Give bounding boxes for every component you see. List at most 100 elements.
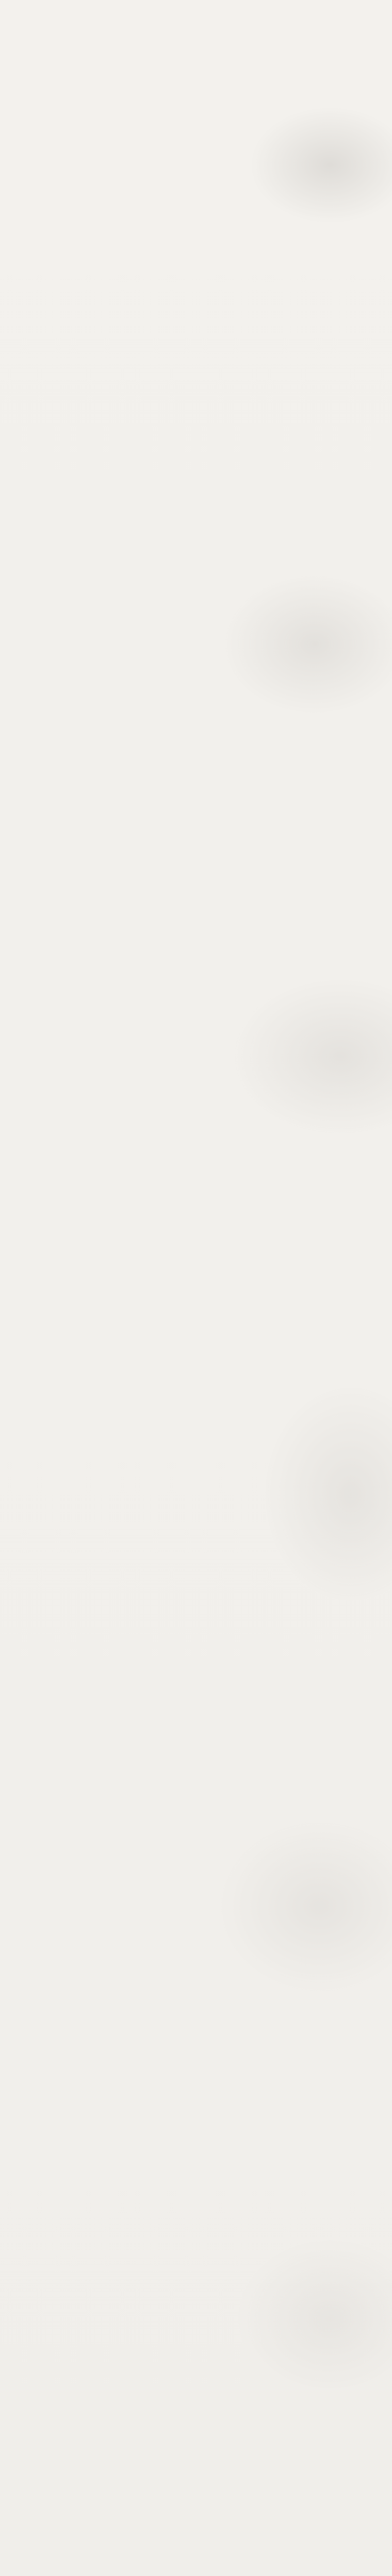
entry-line: Kennedy, Latham and Dryden, Railway	[13, 1913, 384, 1930]
entry-line: Koch, jun., J. C., Exhibiting, 227	[13, 2413, 260, 2431]
entry-line: Jasper and Boushey, Cutting Sugar, 432	[13, 12, 321, 29]
entry-line: 318	[33, 1306, 62, 1324]
entry-line: Kirk and Hunt, Screw Propellers, 33	[13, 2189, 296, 2207]
entry-line: Johnson, J. H., Drying Tea, 433	[13, 512, 251, 530]
entry-line: 210	[33, 1654, 62, 1672]
entry-line: Jones, F. W., Fastenings for Neckties, 8…	[13, 1341, 324, 1359]
entry-line: Johnson, J. H., Grinding Tools, 411	[13, 650, 280, 668]
entry-line: Kelly, S. J. J., Ornamenting Wood, 70	[13, 1775, 293, 1792]
entry-line: Jeffrey, A. C., Refrigerating, 121	[13, 63, 263, 81]
index-entry: Kelly, S. J. J., Ornamenting Wood, 70	[13, 1775, 384, 1793]
entry-line: Johnson, J. H., Rolling Metals, 357	[13, 926, 279, 944]
index-entry: Justice, P. S., Treating Ores, 15	[13, 1583, 384, 1601]
entry-line: Johnson, J. H., Ice, 265	[13, 719, 190, 737]
entry-line: Jubber, H., Raising Sunken Vessels, 104	[13, 1531, 322, 1548]
entry-line: Johnson, J. H., Screw Threads, 50	[13, 995, 273, 1013]
index-entry: Johnson, J. H., Blocks, 431	[13, 392, 384, 410]
index-entry: Johnson, J. H., Safety Apparatus for Door…	[13, 961, 384, 996]
entry-line: Joslin, G., Gas Meters, 358	[13, 1479, 220, 1497]
entry-line: Jensen, P., Ornamenting Blinds, 300	[13, 184, 291, 202]
entry-line: Carriage Lamps, 282	[33, 1930, 196, 1948]
index-entry: Koch, P. P. E. M., Preserving Food, 191	[13, 2431, 384, 2449]
entry-line: Johnson, J. H., Pliers, 87	[13, 840, 201, 858]
entry-line: Justice, P. S., Treating Ores, 15	[13, 1582, 254, 1600]
entry-line: Johnson, J., Attachments for Blinds, 357	[13, 374, 322, 392]
entry-line: Jenkins, J., Cleaning Tin and Terne	[13, 81, 384, 98]
entry-line: Doors, &c., 469	[33, 978, 154, 996]
entry-line: Joyce, J., Packing and Compressing, 192	[13, 1513, 324, 1531]
entry-line: Kóedt, C. L. M., Springs for Wearing	[13, 2448, 384, 2466]
index-entry: Jones, J., Forging, 266	[13, 1376, 384, 1394]
index-entry: Kent, J., Traps for Drains, 122	[13, 1947, 384, 1965]
entry-line: Apparel, 412	[33, 581, 133, 599]
index-entry: Johnson, J. H., Photography, 121	[13, 823, 384, 841]
index-entry: Johnson, J. H., Crimping, 433	[13, 478, 384, 496]
entry-line: Johnson, J. H., Blocks, 431	[13, 392, 218, 409]
index-entry: Jolly and Hargreaves, Boots and Shoes, 31…	[13, 1289, 384, 1324]
index-entry: Kenworthy, E. N., Washing and Churning, 8…	[13, 1982, 384, 2017]
right-column-rule	[386, 30, 388, 2576]
index-entry: Kirkman, J., Packing for Engines, 50	[13, 2241, 384, 2259]
index-entry: Kino, G. A., Braces, 282	[13, 2155, 384, 2173]
entry-line: Johnson, J. H., Breech-loading Fire-arms…	[13, 409, 384, 427]
entry-line: Jeffery, T., Sawing Wood, 468	[13, 46, 239, 64]
entry-line: Kellett, S., Carding, 339	[13, 1757, 200, 1775]
entry-line: 376	[33, 1740, 62, 1758]
index-entry: Knowles, J., Dyeing and Sizing, 86	[13, 2362, 384, 2380]
entry-line: Jensen, P., Heating and Ventilating, 123	[13, 150, 320, 167]
entry-line: Johnson, J. H., Photography, 121	[13, 823, 264, 841]
entry-line: for Dresses, 105	[33, 2534, 160, 2552]
index-entry: Jensen, P., Reaping and Mowing, 105	[13, 253, 384, 272]
index-entry: Johnson, J. H., Gymnastics, 192	[13, 668, 384, 686]
index-entry: Johnson, J. H., Extract of Coffee, 395	[13, 547, 384, 565]
index-entry: Jordan, T. B., Drilling and Boring, 339	[13, 1462, 384, 1480]
index-entry: Jensen, P., Registering Votes, 341	[13, 271, 384, 289]
entry-line: Kirkwood, W., Zinc Pipes, 396	[13, 2258, 244, 2276]
index-entry: Johnson, Staples and Barradell, Combing,…	[13, 1220, 384, 1255]
entry-line: 359	[33, 1895, 62, 1913]
index-entry: Joyce, J., Packing and Compressing, 192	[13, 1514, 384, 1532]
entry-line: Jonas, J., Breaking Tea, 396	[13, 1324, 226, 1341]
index-entry: Jasper and Boushey, Cutting Sugar, 432	[13, 12, 384, 30]
index-entry: Johnson, J., Attachments for Blinds, 357	[13, 375, 384, 393]
entry-line: 228, 265	[33, 426, 101, 444]
entry-line: Kino, G. A., Braces, 282	[13, 2155, 198, 2172]
entry-line: Knowles and Greig, Cutting Coal, 467	[13, 2344, 307, 2362]
index-entry: Johnson, J. H., Ice, 265	[13, 720, 384, 738]
entry-line: Johnson, J. H., Pumping, 265	[13, 909, 235, 927]
entry-line: Jones and Walsh, Sulphates of Soda and	[13, 1410, 384, 1428]
index-entry: Johnson, J. H., Gas, 266	[13, 616, 384, 634]
index-entry: Jopling, J., Propelling, 32	[13, 1445, 384, 1463]
entry-line: Plates, 49	[33, 98, 110, 116]
index-entry: Johnson, J. H., Drying Tea, 433	[13, 513, 384, 531]
index-entry: Kellett, Holdsworth and Levick, Flanges,…	[13, 1723, 384, 1758]
index-entry: Johnson, J. H., Grinding Tools, 411	[13, 651, 384, 669]
index-entry: Johnson, J. H., Pumping, 265	[13, 909, 384, 927]
index-entry: Knight, H. M., Wearing Apparel—Muffs and …	[13, 2276, 384, 2311]
entry-line: Johnson, J. H., Tachometers, 467	[13, 1082, 266, 1099]
entry-line: Jopling, J., Propelling, 32	[13, 1444, 206, 1462]
entry-line: Justice, P. S., Ploughs, 431	[13, 1565, 218, 1583]
index-entry: Justice, P. S., Ploughs, 431	[13, 1565, 384, 1583]
index-column: Jasper and Boushey, Cutting Sugar, 432 Je…	[13, 12, 384, 2576]
entry-line: Joel, H. F., Protecting Ships and Forts,…	[13, 340, 335, 358]
index-entry: Johnson and Robey, Filtering, 340	[13, 1168, 384, 1187]
entry-line: Johnson, J. H., Presses, 396	[13, 892, 226, 910]
index-entry: Johnson, J. H., Hydrants, 412	[13, 702, 384, 720]
entry-line: Kirkman, J., Packing for Engines, 50	[13, 2241, 293, 2259]
index-entry: Johnson, W. H., Miners’ Lamps, 411	[13, 1255, 384, 1273]
top-rule	[0, 0, 392, 5]
index-entry: Johnson, J. H., Looms for Wire Fabrics, 2…	[13, 754, 384, 789]
index-entry: Johnson, J. H., Furnaces, 340	[13, 599, 384, 617]
index-entry: Kagenbusch and Kerr, Separating Metals, 2…	[13, 1637, 384, 1672]
entry-line: Johnson, J. H., Extract of Coffee, 395	[13, 547, 299, 565]
entry-line: Jones, J., Forging, 266	[13, 1375, 184, 1393]
entry-line: Johnson, J. H., Looms for Wire Fabrics,	[13, 754, 384, 772]
index-entry: Kesson and Campbell, Attachments for Loom…	[13, 2034, 384, 2069]
index-entry: Johnson and Robey, Treating Sewage, 138	[13, 1185, 384, 1204]
index-entry: Kóedt, C. L. M., Springs for Wearing Appa…	[13, 2448, 384, 2483]
entry-line: Knott, K., Preserving Meat, 266	[13, 2310, 259, 2328]
index-entry: Johnson, J. H., Tachometers, 467	[13, 1082, 384, 1100]
entry-line: Kelway, C. E., Ships’ Logs, 105	[13, 1809, 252, 1827]
entry-line: Johnson and Robey, Treating Sewage, 138	[13, 1185, 339, 1203]
